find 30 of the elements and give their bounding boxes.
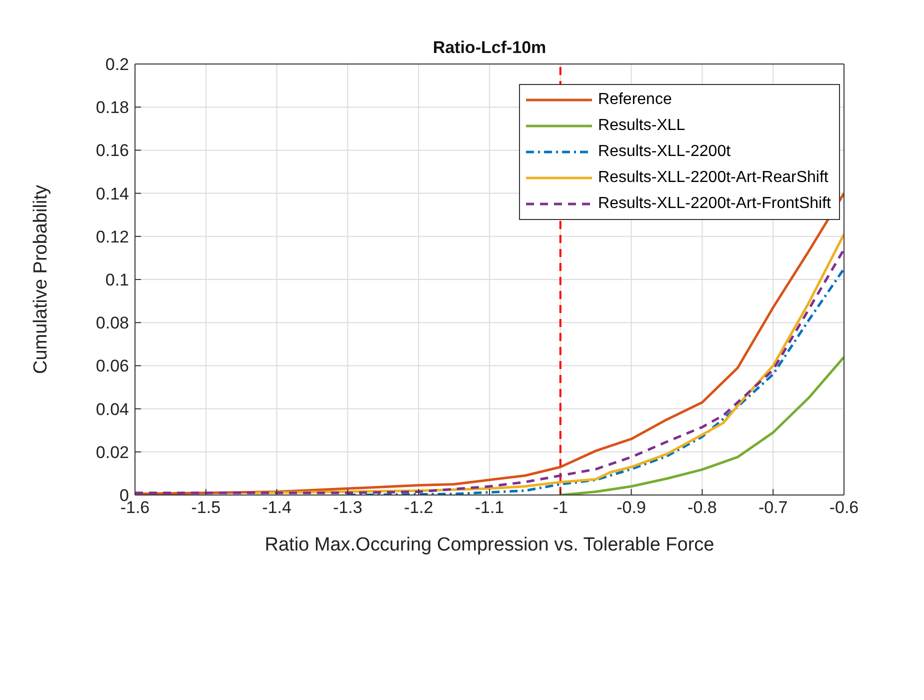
y-tick-label: 0.08 bbox=[96, 314, 129, 333]
x-axis-title: Ratio Max.Occuring Compression vs. Tolerable Force bbox=[264, 534, 714, 556]
x-tick-label: -1.5 bbox=[191, 498, 221, 518]
chart-title: Ratio-Lcf-10m bbox=[432, 38, 546, 57]
x-tick-label: -1.1 bbox=[474, 498, 504, 518]
x-tick-label: -0.6 bbox=[829, 498, 859, 518]
x-tick-label: -0.7 bbox=[758, 498, 788, 518]
y-tick-label: 0.12 bbox=[96, 227, 129, 246]
x-tick-label: -0.9 bbox=[616, 498, 646, 518]
legend-label: Results-XLL-2200t-Art-FrontShift bbox=[598, 195, 831, 213]
legend-label: Results-XLL-2200t-Art-RearShift bbox=[598, 169, 828, 187]
y-tick-label: 0.02 bbox=[96, 442, 129, 462]
y-tick-label: 0.18 bbox=[96, 98, 129, 118]
x-tick-label: -0.8 bbox=[688, 498, 717, 518]
y-tick-label: 0.2 bbox=[105, 55, 129, 74]
x-tick-label: -1.2 bbox=[404, 498, 434, 518]
line-series bbox=[346, 267, 844, 495]
legend-label: Reference bbox=[598, 91, 672, 109]
y-tick-label: 0.1 bbox=[105, 270, 129, 290]
y-tick-label: 0.14 bbox=[96, 184, 129, 204]
x-tick-label: -1.4 bbox=[262, 498, 292, 518]
y-tick-label: 0.04 bbox=[96, 400, 129, 419]
legend-label: Results-XLL-2200t bbox=[598, 143, 731, 161]
legend-label: Results-XLL bbox=[598, 117, 686, 135]
y-tick-label: 0.06 bbox=[96, 356, 129, 376]
line-series bbox=[559, 356, 844, 495]
y-axis-title: Cumulative Probability bbox=[30, 184, 52, 374]
y-tick-label: 0.16 bbox=[96, 141, 129, 160]
x-tick-label: -1.3 bbox=[333, 498, 362, 518]
x-tick-label: -1 bbox=[552, 498, 568, 518]
